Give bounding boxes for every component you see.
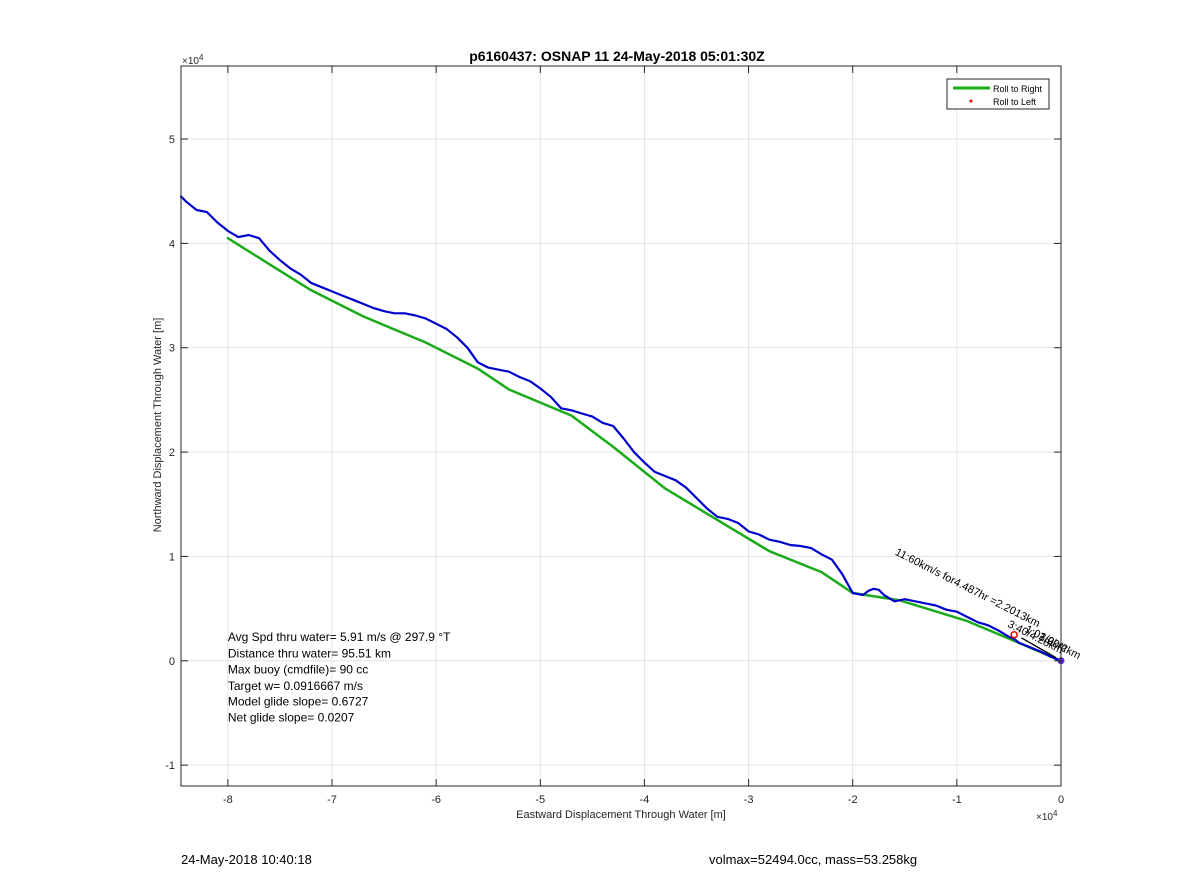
footer-timestamp: 24-May-2018 10:40:18 — [181, 852, 312, 867]
stats-annotation-3: Target w= 0.0916667 m/s — [228, 679, 363, 693]
x-tick-label: 0 — [1058, 794, 1064, 806]
legend-label-roll-left: Roll to Left — [993, 97, 1037, 107]
series-line-1 — [179, 195, 1063, 662]
y-tick-label: 1 — [169, 551, 175, 563]
x-exponent-base: ×10 — [1036, 812, 1053, 823]
y-tick-label: -1 — [165, 760, 175, 772]
y-tick-label: 3 — [169, 343, 175, 355]
y-axis-exponent: ×104 — [182, 53, 204, 67]
y-tick-label: 2 — [169, 447, 175, 459]
footer-volmax-mass: volmax=52494.0cc, mass=53.258kg — [709, 852, 918, 867]
current-arrow — [1021, 637, 1057, 659]
stats-annotation-2: Max buoy (cmdfile)= 90 cc — [228, 662, 368, 676]
y-axis-label: Northward Displacement Through Water [m] — [152, 318, 164, 533]
x-tick-label: -5 — [535, 794, 545, 806]
series-line-0 — [226, 236, 1063, 663]
series-layer — [179, 195, 1063, 663]
legend-label-roll-right: Roll to Right — [993, 84, 1043, 94]
roll-left-marker — [1010, 630, 1018, 639]
legend-box — [946, 78, 1050, 110]
y-exponent-power: 4 — [199, 53, 204, 62]
x-tick-label: -7 — [327, 794, 337, 806]
x-axis-label: Eastward Displacement Through Water [m] — [516, 809, 726, 821]
legend-swatch-roll-left — [969, 99, 973, 103]
x-tick-label: -1 — [952, 794, 962, 806]
stats-annotation-4: Model glide slope= 0.6727 — [228, 695, 369, 709]
y-tick-label: 4 — [169, 238, 175, 250]
stats-annotation-5: Net glide slope= 0.0207 — [228, 710, 355, 724]
x-tick-label: -2 — [848, 794, 858, 806]
x-tick-label: -6 — [431, 794, 441, 806]
stats-annotation-0: Avg Spd thru water= 5.91 m/s @ 297.9 °T — [228, 630, 451, 644]
axes-box — [180, 65, 1062, 787]
x-tick-label: -4 — [640, 794, 650, 806]
y-tick-label: 0 — [169, 656, 175, 668]
x-tick-label: -3 — [744, 794, 754, 806]
x-axis-exponent: ×104 — [1036, 809, 1058, 823]
legend: Roll to Right Roll to Left — [946, 78, 1050, 110]
y-exponent-base: ×10 — [182, 56, 199, 67]
chart-title: p6160437: OSNAP 11 24-May-2018 05:01:30Z — [469, 48, 765, 64]
tick-layer: -8 -7 -6 -5 -4 -3 -2 -1 0 -1 0 1 2 3 4 5 — [165, 66, 1064, 806]
stats-annotation-1: Distance thru water= 95.51 km — [228, 647, 391, 661]
x-exponent-power: 4 — [1053, 809, 1058, 818]
x-tick-label: -8 — [223, 794, 233, 806]
y-tick-label: 5 — [169, 134, 175, 146]
